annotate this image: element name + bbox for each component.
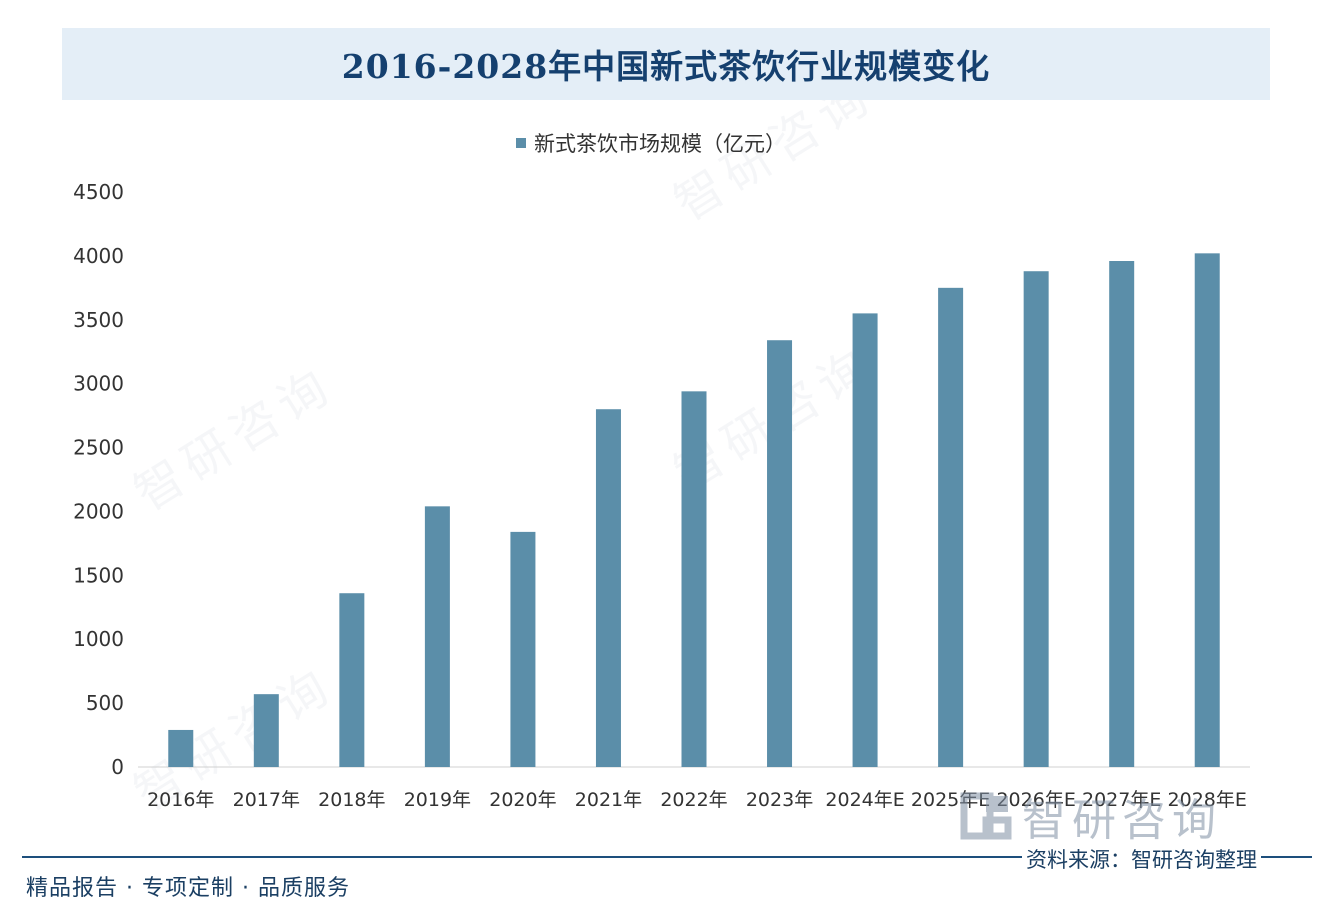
x-tick-label: 2019年 xyxy=(404,789,471,811)
y-tick-label: 0 xyxy=(111,755,124,779)
footer-divider xyxy=(22,856,1312,858)
y-tick-label: 2000 xyxy=(73,499,124,523)
y-tick-label: 3500 xyxy=(73,308,124,332)
x-tick-label: 2028年E xyxy=(1168,789,1247,811)
bar xyxy=(1194,253,1220,768)
y-tick-label: 1500 xyxy=(73,563,124,587)
bar xyxy=(938,287,964,767)
x-tick-label: 2016年 xyxy=(147,789,214,811)
y-tick-label: 4500 xyxy=(73,180,124,204)
bar xyxy=(168,729,194,767)
y-tick-label: 500 xyxy=(86,691,124,715)
x-tick-label: 2026年E xyxy=(996,789,1075,811)
bar xyxy=(253,694,279,767)
footer-source: 资料来源：智研咨询整理 xyxy=(1022,844,1261,874)
y-tick-label: 2500 xyxy=(73,436,124,460)
logo-text: 智研咨询 xyxy=(1022,795,1222,846)
x-tick-label: 2023年 xyxy=(746,789,813,811)
x-tick-label: 2020年 xyxy=(489,789,556,811)
y-tick-label: 1000 xyxy=(73,627,124,651)
bar xyxy=(767,340,793,767)
x-tick-label: 2018年 xyxy=(318,789,385,811)
legend-swatch xyxy=(516,138,526,148)
x-tick-label: 2017年 xyxy=(233,789,300,811)
x-tick-label: 2027年E xyxy=(1082,789,1161,811)
chart-legend: 新式茶饮市场规模（亿元） xyxy=(516,128,786,158)
x-tick-label: 2024年E xyxy=(825,789,904,811)
chart-title: 2016-2028年中国新式茶饮行业规模变化 xyxy=(341,47,991,86)
bar xyxy=(595,409,621,767)
bar xyxy=(424,506,450,767)
bar xyxy=(1023,271,1049,767)
bar xyxy=(339,593,365,767)
y-tick-label: 4000 xyxy=(73,244,124,268)
legend-label: 新式茶饮市场规模（亿元） xyxy=(534,132,786,156)
y-tick-label: 3000 xyxy=(73,372,124,396)
zhiyan-logo-icon xyxy=(960,792,1012,840)
bar xyxy=(510,531,536,767)
chart-title-bar: 2016-2028年中国新式茶饮行业规模变化 xyxy=(62,28,1270,100)
footer-slogan: 精品报告 · 专项定制 · 品质服务 xyxy=(26,876,350,901)
bar xyxy=(852,313,878,767)
x-tick-label: 2022年 xyxy=(660,789,727,811)
bar xyxy=(1109,261,1135,767)
brand-logo: 智研咨询 xyxy=(960,784,1222,848)
bar xyxy=(681,391,707,767)
x-tick-label: 2021年 xyxy=(575,789,642,811)
